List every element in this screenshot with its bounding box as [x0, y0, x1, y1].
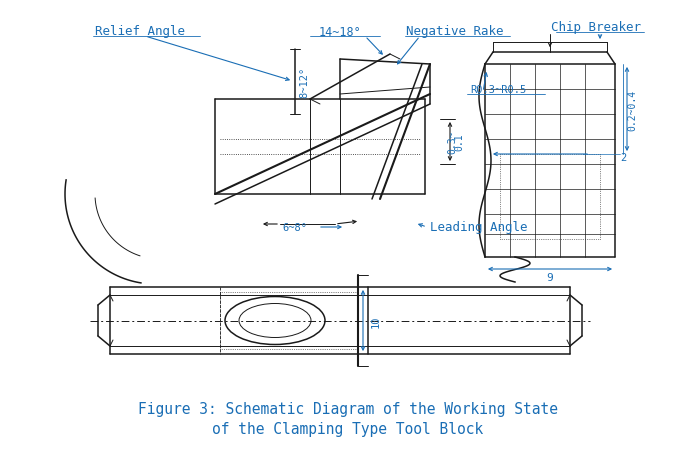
Text: Leading Angle: Leading Angle	[430, 221, 528, 234]
Text: 8~12°: 8~12°	[299, 66, 309, 97]
Text: 6~8°: 6~8°	[283, 223, 308, 233]
Text: 0.1: 0.1	[454, 133, 464, 151]
Text: 0.3~: 0.3~	[447, 130, 457, 153]
Text: 9: 9	[546, 272, 553, 282]
Text: of the Clamping Type Tool Block: of the Clamping Type Tool Block	[212, 421, 484, 437]
Text: 0.2~0.4: 0.2~0.4	[627, 89, 637, 130]
Text: R0.3~R0.5: R0.3~R0.5	[470, 85, 526, 95]
Text: Figure 3: Schematic Diagram of the Working State: Figure 3: Schematic Diagram of the Worki…	[138, 402, 558, 417]
Text: 2: 2	[620, 153, 626, 162]
Text: Relief Angle: Relief Angle	[95, 25, 185, 39]
Text: 14~18°: 14~18°	[319, 25, 361, 39]
Text: 10: 10	[371, 314, 381, 327]
Text: Negative Rake: Negative Rake	[406, 25, 504, 39]
Text: Chip Breaker: Chip Breaker	[551, 22, 641, 34]
